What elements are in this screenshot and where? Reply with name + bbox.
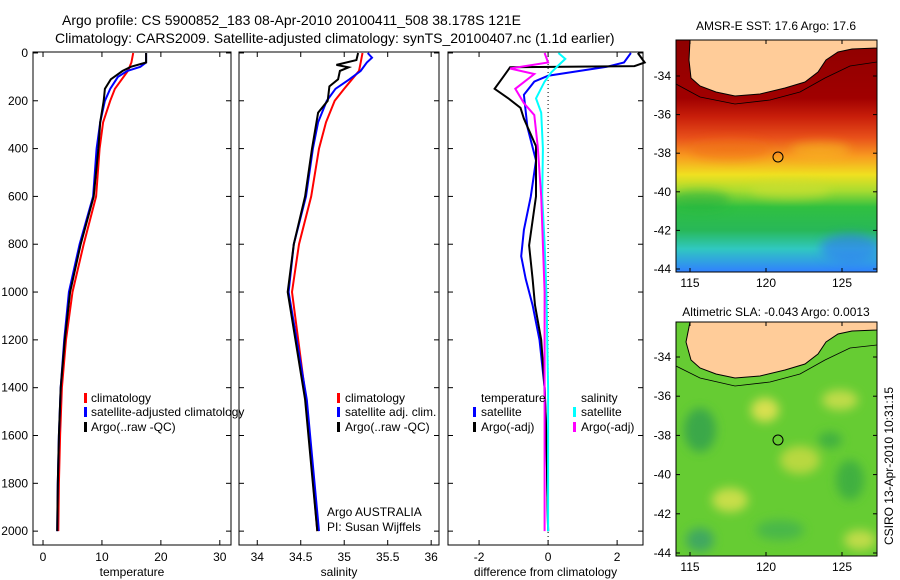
legend-label-sal-argo: Argo(-adj) (581, 420, 634, 434)
series-line-temperature-satellite (520, 52, 632, 532)
legend-mark-climatology (337, 393, 340, 403)
legend-label-climatology: climatology (91, 391, 151, 405)
series-line-argo-raw-qc (286, 52, 360, 532)
legend-mark-sal-argo (573, 422, 576, 432)
x-tick-label: 34.5 (289, 550, 313, 564)
map-lat-label: -40 (654, 468, 672, 482)
legend-label-climatology: climatology (345, 391, 405, 405)
sst-contour (676, 61, 877, 105)
x-tick-label: 35.5 (376, 550, 400, 564)
y-tick-label: 1800 (1, 476, 28, 490)
legend-header-temperature: temperature (481, 391, 546, 405)
legend-mark-satellite (84, 407, 87, 417)
argo-location-marker (772, 434, 784, 446)
map-lat-label: -44 (654, 546, 672, 560)
legend-label-satellite: satellite adj. clim. (345, 405, 436, 419)
map-lat-label: -34 (654, 350, 672, 364)
map-lon-label: 120 (756, 560, 776, 574)
salinity-panel: 34 34.5 35 35.5 36 salinity (238, 51, 440, 579)
x-tick-label: 36 (424, 550, 438, 564)
y-tick-label: 0 (21, 46, 28, 60)
series-line-temperature-argo-adj (493, 52, 647, 532)
map-lon-label: 125 (832, 560, 852, 574)
map-lat-label: -36 (654, 389, 672, 403)
plot-frame (32, 51, 232, 546)
y-tick-label: 800 (8, 237, 28, 251)
map-lat-label: -44 (654, 262, 672, 276)
difference-legend: temperature salinity satellite Argo(-adj… (473, 391, 634, 434)
series-line-climatology (57, 52, 135, 532)
map-lon-label: 125 (832, 276, 852, 290)
x-tick-label: 2 (614, 550, 621, 564)
legend-mark-temp-satellite (473, 407, 476, 417)
legend-label-temp-argo: Argo(-adj) (481, 420, 534, 434)
series-line-salinity-argo-adj (509, 52, 550, 532)
map-lon-label: 120 (756, 276, 776, 290)
sla-map-title: Altimetric SLA: -0.043 Argo: 0.0013 (682, 305, 870, 319)
map-lat-label: -40 (654, 185, 672, 199)
x-tick-label: 0 (545, 550, 552, 564)
series-line-argo-raw-qc (56, 53, 148, 532)
sst-map: AMSR-E SST: 17.6 Argo: 17.6 115 120 125 -34… (654, 19, 878, 290)
legend-header-salinity: salinity (581, 391, 618, 405)
sla-contour (676, 344, 877, 387)
legend-mark-sal-satellite (573, 407, 576, 417)
x-tick-label: 35 (338, 550, 352, 564)
y-tick-label: 1200 (1, 333, 28, 347)
figure-title-line2: Climatology: CARS2009. Satellite-adjuste… (55, 30, 615, 46)
map-lat-label: -36 (654, 108, 672, 122)
x-tick-label: 20 (154, 550, 168, 564)
argo-location-marker (772, 151, 784, 163)
map-lon-label: 115 (680, 560, 699, 574)
land-australia (685, 322, 877, 379)
map-lat-label: -34 (654, 69, 672, 83)
sst-map-title: AMSR-E SST: 17.6 Argo: 17.6 (696, 19, 856, 33)
y-tick-label: 2000 (1, 524, 28, 538)
plot-frame (238, 51, 440, 546)
salinity-legend: climatology satellite adj. clim. Argo(..… (327, 391, 436, 534)
map-lat-label: -42 (654, 507, 672, 521)
temperature-legend: climatology satellite-adjusted climatolo… (84, 391, 244, 434)
map-lat-label: -38 (654, 146, 672, 160)
map-lon-label: 115 (680, 276, 699, 290)
map-lat-label: -38 (654, 428, 672, 442)
figure-title-line1: Argo profile: CS 5900852_183 08-Apr-2010… (62, 12, 521, 28)
timestamp-side-label: CSIRO 13-Apr-2010 10:31:15 (882, 387, 896, 545)
legend-label-satellite: satellite-adjusted climatology (91, 405, 244, 419)
x-axis-label: difference from climatology (474, 565, 617, 579)
argo-australia-annotation: Argo AUSTRALIA (327, 505, 422, 519)
legend-mark-temp-argo (473, 422, 476, 432)
pi-annotation: PI: Susan Wijffels (327, 520, 421, 534)
legend-mark-argo (337, 422, 340, 432)
map-lat-label: -42 (654, 223, 672, 237)
x-tick-label: -2 (474, 550, 485, 564)
legend-mark-climatology (84, 393, 87, 403)
x-tick-label: 34 (251, 550, 265, 564)
y-tick-label: 1400 (1, 381, 28, 395)
legend-mark-satellite (337, 407, 340, 417)
y-tick-label: 400 (8, 142, 28, 156)
x-axis-label: temperature (100, 565, 165, 579)
y-tick-label: 200 (8, 94, 28, 108)
series-line-salinity-satellite (534, 52, 567, 532)
series-line-climatology (290, 52, 364, 532)
legend-label-sal-satellite: satellite (581, 405, 622, 419)
legend-label-argo: Argo(..raw -QC) (91, 420, 176, 434)
x-tick-label: 30 (213, 550, 227, 564)
x-axis-label: salinity (321, 565, 358, 579)
y-tick-label: 1000 (1, 285, 28, 299)
sla-map: Altimetric SLA: -0.043 Argo: 0.0013 115 1… (654, 305, 878, 574)
y-tick-label: 1600 (1, 428, 28, 442)
legend-label-argo: Argo(..raw -QC) (345, 420, 430, 434)
y-tick-label: 600 (8, 189, 28, 203)
legend-label-temp-satellite: satellite (481, 405, 522, 419)
x-tick-label: 10 (95, 550, 109, 564)
temperature-panel: 0 10 20 30 0 200 400 600 800 1000 1200 1400 1600 1800… (1, 46, 232, 579)
x-tick-label: 0 (40, 550, 47, 564)
legend-mark-argo (84, 422, 87, 432)
land-australia (688, 40, 877, 97)
